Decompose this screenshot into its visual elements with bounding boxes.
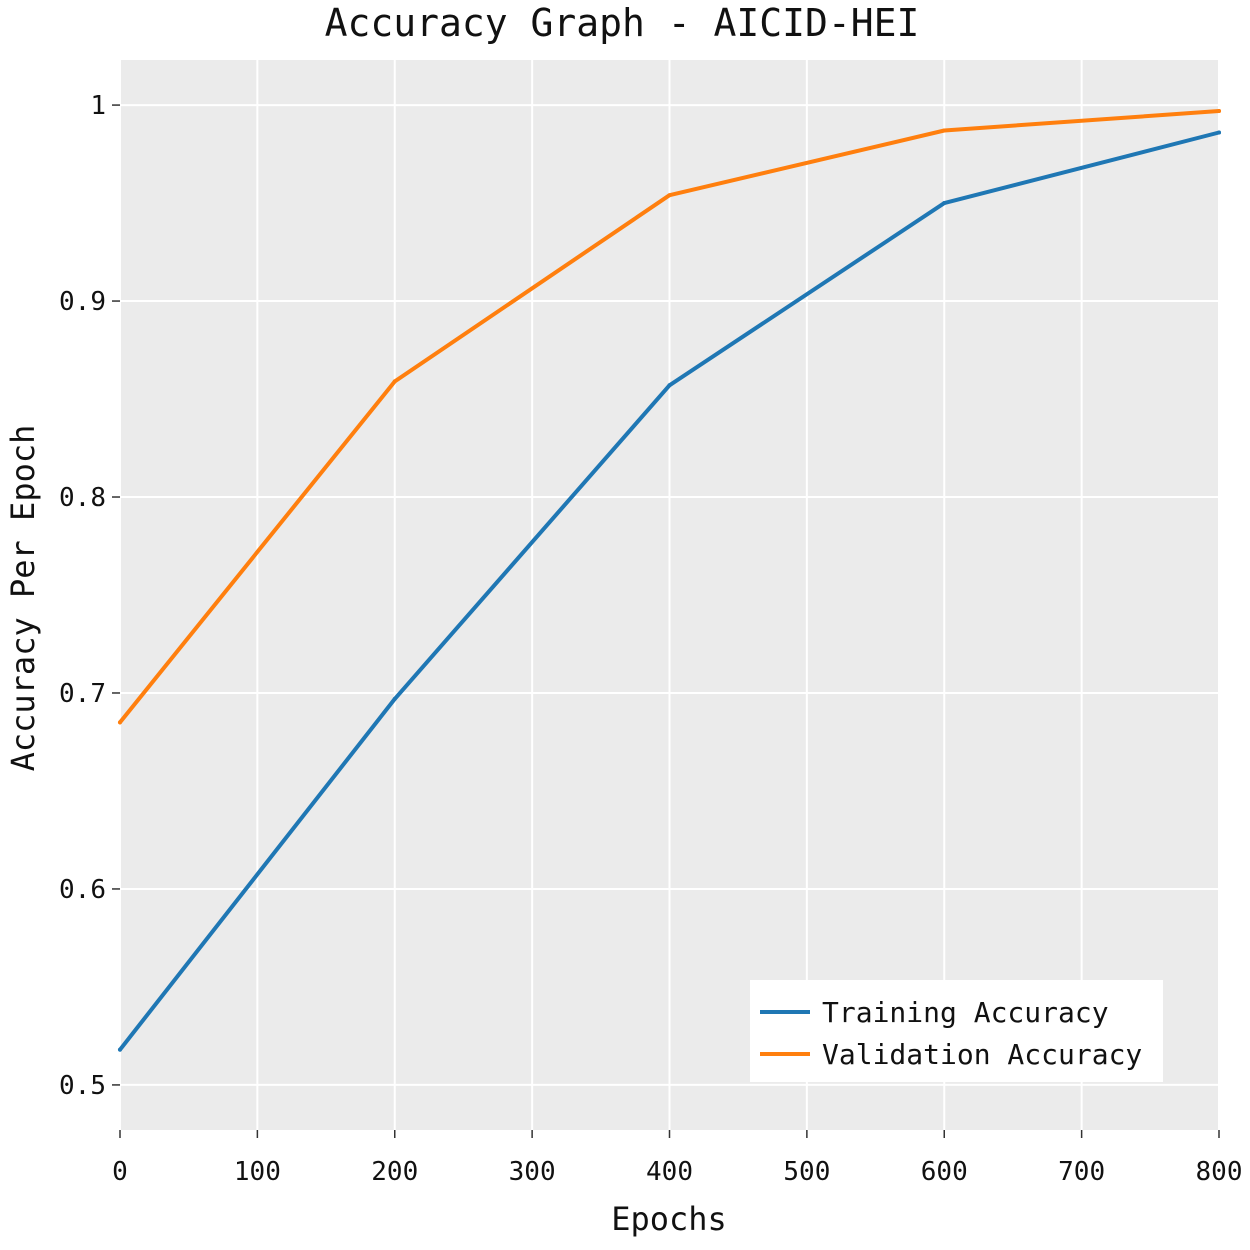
- data-point: [667, 383, 672, 388]
- x-tick-label: 600: [921, 1157, 968, 1187]
- legend-box: [750, 980, 1163, 1082]
- y-tick-label: 1: [90, 91, 106, 121]
- data-point: [118, 720, 122, 725]
- data-point: [1217, 108, 1221, 113]
- legend-label: Validation Accuracy: [822, 1038, 1142, 1071]
- legend-label: Training Accuracy: [822, 996, 1109, 1029]
- data-point: [1217, 130, 1221, 135]
- y-tick-label: 0.6: [59, 875, 106, 905]
- grid-lines: [119, 60, 1220, 1130]
- x-tick-label: 200: [371, 1157, 418, 1187]
- y-axis-label: Accuracy Per Epoch: [4, 425, 42, 772]
- x-tick-label: 800: [1196, 1157, 1243, 1187]
- axis-ticks: 0 100 200 300 400 500 600 700 800 0.5 0.6 0.7 0.8 0.9…: [59, 91, 1242, 1187]
- x-tick-label: 300: [509, 1157, 556, 1187]
- data-point: [667, 193, 672, 198]
- x-tick-label: 400: [646, 1157, 693, 1187]
- data-point: [942, 201, 947, 206]
- data-point: [942, 128, 947, 133]
- data-point: [118, 1047, 122, 1052]
- y-tick-label: 0.5: [59, 1071, 106, 1101]
- y-tick-label: 0.9: [59, 287, 106, 317]
- chart-title: Accuracy Graph - AICID-HEI: [325, 1, 920, 45]
- data-point: [392, 696, 397, 701]
- x-tick-label: 0: [112, 1157, 128, 1187]
- y-tick-label: 0.7: [59, 679, 106, 709]
- x-tick-label: 700: [1058, 1157, 1105, 1187]
- y-tick-label: 0.8: [59, 483, 106, 513]
- x-tick-label: 100: [234, 1157, 281, 1187]
- data-point: [392, 379, 397, 384]
- x-axis-label: Epochs: [611, 1200, 727, 1238]
- legend: Training Accuracy Validation Accuracy: [750, 980, 1163, 1082]
- series-lines: [118, 108, 1221, 1052]
- x-tick-label: 500: [783, 1157, 830, 1187]
